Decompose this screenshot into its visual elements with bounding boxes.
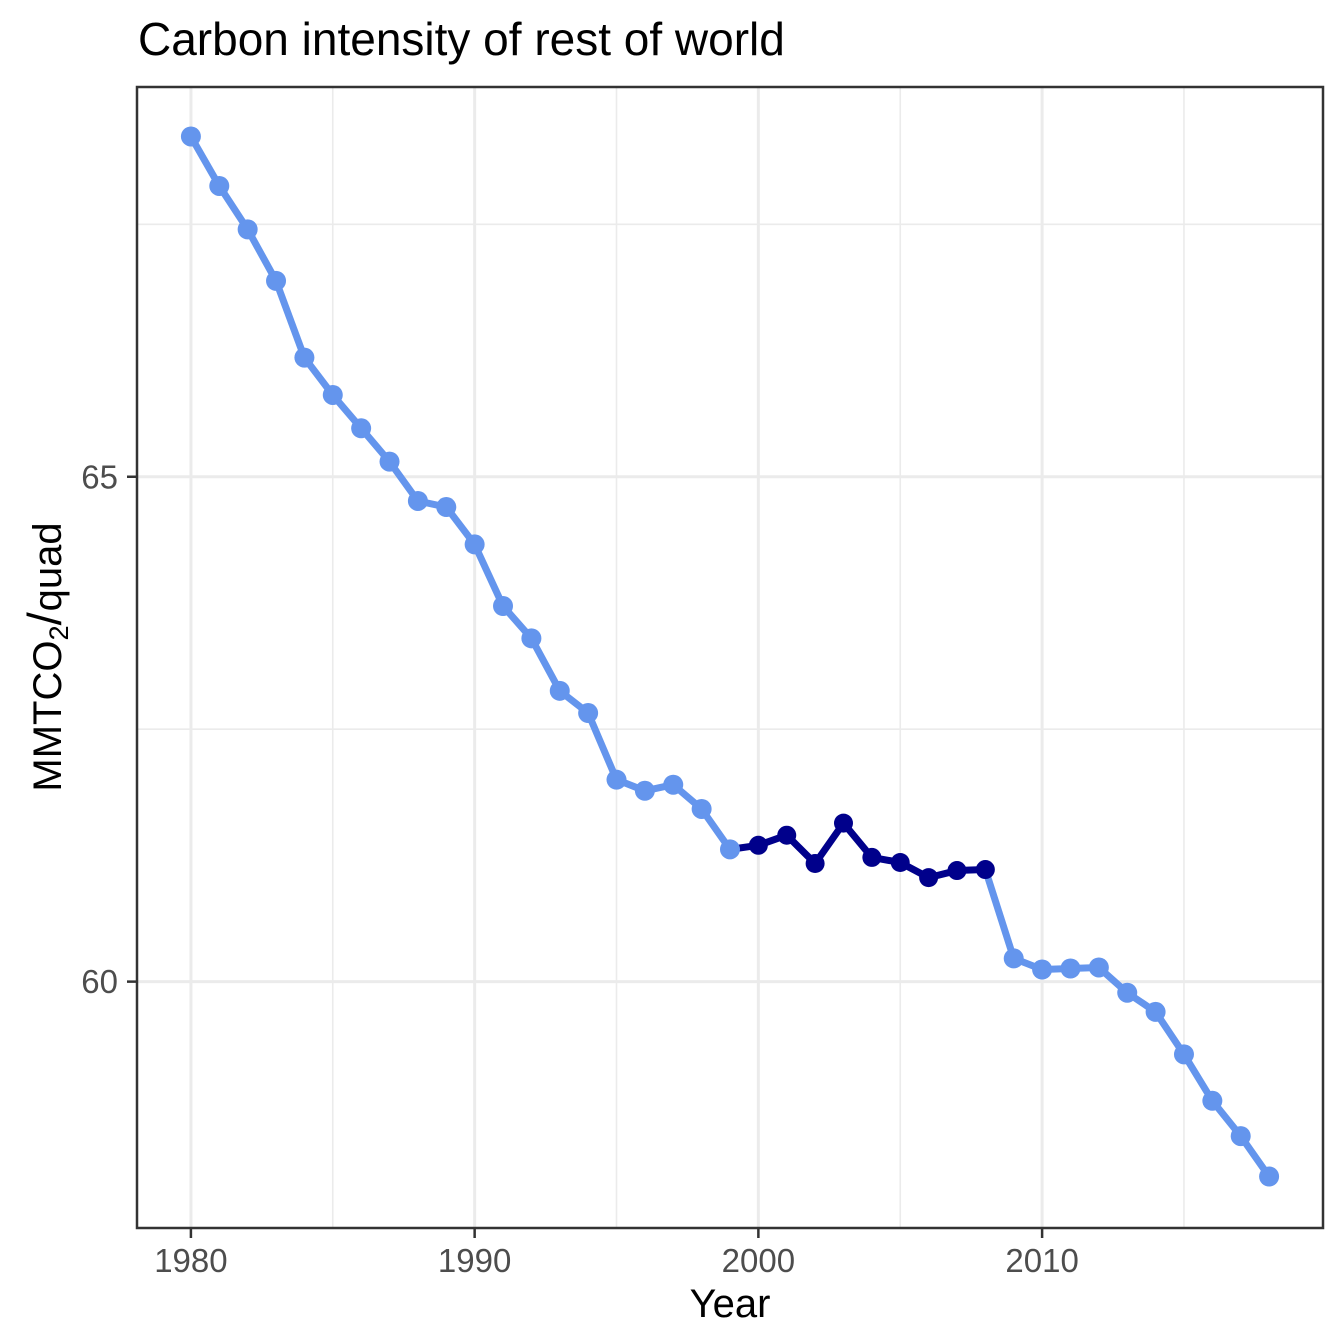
data-point [1032, 959, 1053, 980]
data-point-highlighted [805, 853, 825, 873]
y-axis-title-slash: / [19, 611, 72, 626]
x-axis-tick-label: 1990 [438, 1242, 511, 1279]
series-segment [982, 868, 1018, 960]
data-point [351, 418, 372, 439]
data-point [379, 451, 400, 472]
data-point [1173, 1044, 1194, 1065]
y-axis-title-subscript: 2 [42, 625, 74, 641]
x-axis-tick-label: 2010 [1005, 1242, 1078, 1279]
data-point [237, 219, 258, 240]
data-point [436, 497, 457, 518]
panel-border [135, 85, 1325, 1230]
data-point [549, 680, 570, 701]
data-point [634, 780, 655, 801]
y-axis-title-unit: quad [26, 522, 70, 612]
data-point [578, 703, 599, 724]
data-point [1259, 1166, 1280, 1187]
data-point-highlighted [862, 847, 882, 867]
data-point [266, 270, 287, 291]
series-segment [272, 279, 308, 359]
data-point [180, 126, 201, 147]
data-point [493, 596, 514, 617]
data-point [1060, 958, 1081, 979]
chart-title: Carbon intensity of rest of world [138, 13, 785, 65]
data-point [521, 628, 542, 649]
data-point [1230, 1126, 1251, 1147]
data-point [606, 769, 627, 790]
data-point-highlighted [947, 861, 967, 881]
data-point-highlighted [890, 852, 910, 872]
series-segment [471, 542, 507, 608]
data-point-highlighted [975, 860, 995, 880]
y-axis-tick-label: 60 [81, 963, 118, 1000]
data-point-highlighted [748, 835, 768, 855]
data-point [663, 774, 684, 795]
data-point [1145, 1001, 1166, 1022]
data-point [1117, 982, 1138, 1003]
data-point [407, 490, 428, 511]
data-point [1202, 1090, 1223, 1111]
data-point [464, 534, 485, 555]
data-point [1003, 948, 1024, 969]
series-segment [584, 711, 620, 782]
y-axis-tick-label: 65 [81, 458, 118, 495]
data-point-highlighted [833, 813, 853, 833]
data-point-highlighted [777, 825, 797, 845]
y-axis-title: MMTCO2/quad [19, 447, 74, 867]
data-point [322, 384, 343, 405]
data-point [1088, 957, 1109, 978]
data-point [720, 839, 740, 860]
data-point [691, 798, 712, 819]
x-axis-tick-label: 2000 [722, 1242, 795, 1279]
data-point-highlighted [919, 868, 939, 888]
x-axis-title: Year [689, 1282, 771, 1326]
y-axis-title-base: MMTCO [26, 640, 70, 792]
data-point [209, 175, 230, 196]
x-axis-tick-label: 1980 [154, 1242, 227, 1279]
data-point [294, 347, 315, 368]
